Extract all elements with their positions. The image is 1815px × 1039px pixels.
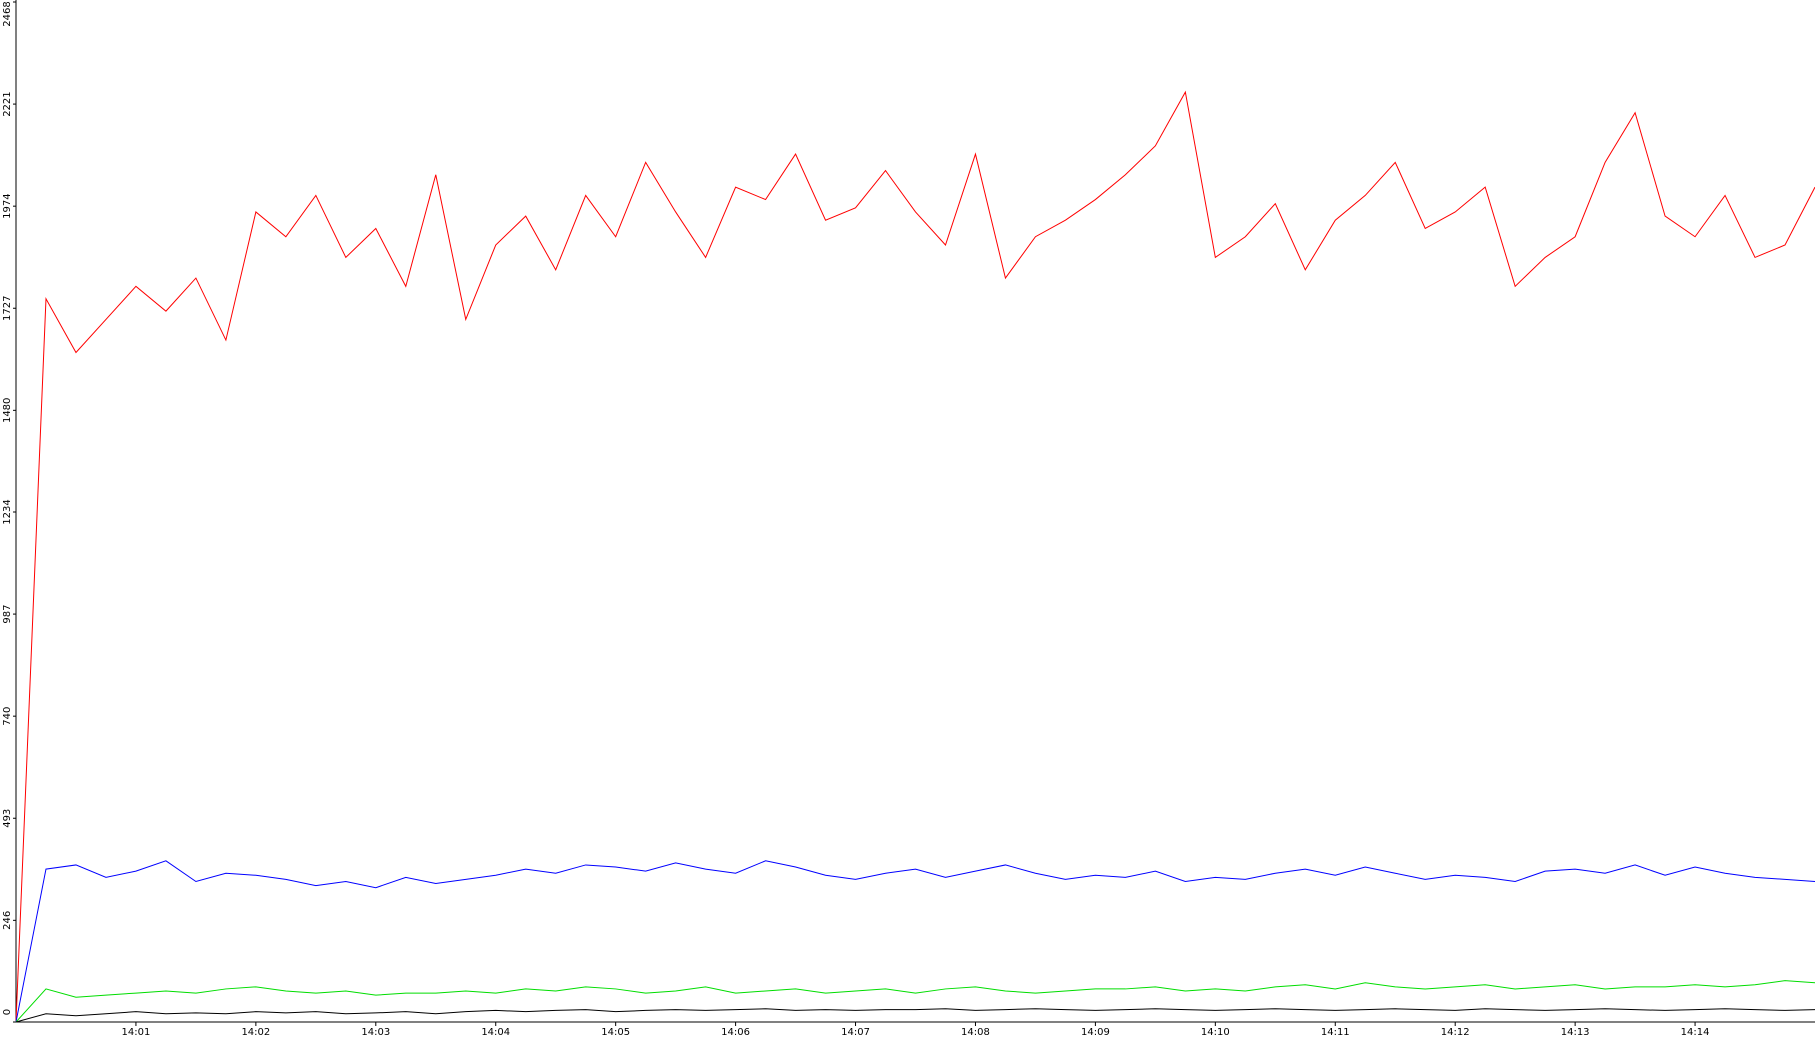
y-tick-label: 2221 [2,91,13,116]
x-tick-label: 14:03 [361,1027,390,1038]
series-line [15,90,1815,1023]
x-tick-label: 14:01 [122,1027,151,1038]
y-tick-label: 0 [2,1009,13,1015]
series-line [15,980,1815,1023]
x-tick-label: 14:06 [721,1027,750,1038]
x-tick-label: 14:07 [841,1027,870,1038]
x-tick-label: 14:02 [241,1027,270,1038]
y-tick-label: 987 [2,605,13,624]
y-tick-label: 1727 [2,296,13,321]
y-tick-label: 246 [2,911,13,930]
x-tick-label: 14:08 [961,1027,990,1038]
y-tick-label: 493 [2,809,13,828]
x-tick-label: 14:05 [601,1027,630,1038]
y-tick-label: 2468 [2,1,13,26]
y-tick-label: 1480 [2,398,13,423]
y-tick-label: 740 [2,707,13,726]
x-tick-label: 14:13 [1561,1027,1590,1038]
x-tick-label: 14:09 [1081,1027,1110,1038]
x-tick-label: 14:10 [1201,1027,1230,1038]
x-tick-label: 14:12 [1441,1027,1470,1038]
x-tick-label: 14:14 [1681,1027,1710,1038]
series-line [15,860,1815,1023]
x-tick-label: 14:04 [481,1027,510,1038]
y-tick-label: 1974 [2,193,13,218]
y-tick-label: 1234 [2,499,13,524]
series-line [15,1008,1815,1023]
x-tick-label: 14:11 [1321,1027,1350,1038]
